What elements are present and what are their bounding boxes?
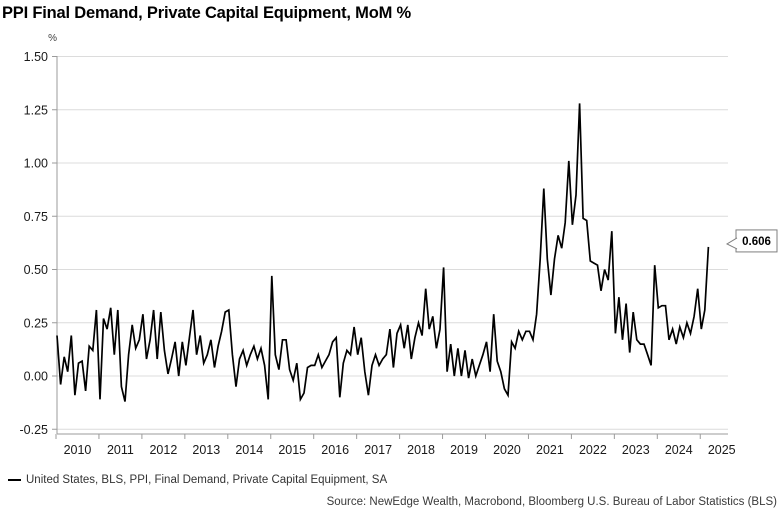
x-tick-label: 2014 [235, 443, 263, 457]
x-tick-label: 2022 [579, 443, 607, 457]
y-tick-label: 1.50 [24, 50, 48, 64]
x-tick-label: 2024 [665, 443, 693, 457]
x-tick-label: 2021 [536, 443, 564, 457]
chart-title: PPI Final Demand, Private Capital Equipm… [2, 4, 411, 22]
x-tick-label: 2016 [321, 443, 349, 457]
y-tick-label: 1.25 [24, 103, 48, 117]
x-tick-label: 2012 [149, 443, 177, 457]
legend-label: United States, BLS, PPI, Final Demand, P… [26, 474, 388, 486]
y-tick-label: 1.00 [24, 157, 48, 171]
x-tick-label: 2020 [493, 443, 521, 457]
ppi-line-chart: 1.50 1.25 1.00 0.75 0.50 0.25 0.00 -0.25% 2010 20… [20, 33, 778, 457]
x-tick-label: 2011 [107, 443, 134, 457]
y-tick-label: 0.50 [24, 263, 48, 277]
x-tick-label: 2019 [450, 443, 478, 457]
y-tick-label: -0.25 [20, 423, 49, 437]
x-tick-label: 2018 [407, 443, 435, 457]
source-attribution: Source: NewEdge Wealth, Macrobond, Bloom… [326, 496, 777, 508]
legend: United States, BLS, PPI, Final Demand, P… [8, 474, 387, 486]
y-axis-unit-label: % [48, 33, 57, 44]
x-tick-label: 2013 [192, 443, 220, 457]
x-tick-label: 2010 [64, 443, 92, 457]
y-tick-label: 0.75 [24, 210, 48, 224]
callout-arrow [725, 237, 738, 250]
y-tick-label: 0.00 [24, 370, 48, 384]
legend-line-swatch [8, 479, 21, 481]
callout-value: 0.606 [742, 236, 771, 248]
x-tick-label: 2015 [278, 443, 306, 457]
y-tick-label: 0.25 [24, 316, 48, 330]
x-tick-label: 2017 [364, 443, 392, 457]
x-tick-label: 2025 [708, 443, 736, 457]
x-tick-label: 2023 [622, 443, 650, 457]
data-line [56, 103, 710, 403]
